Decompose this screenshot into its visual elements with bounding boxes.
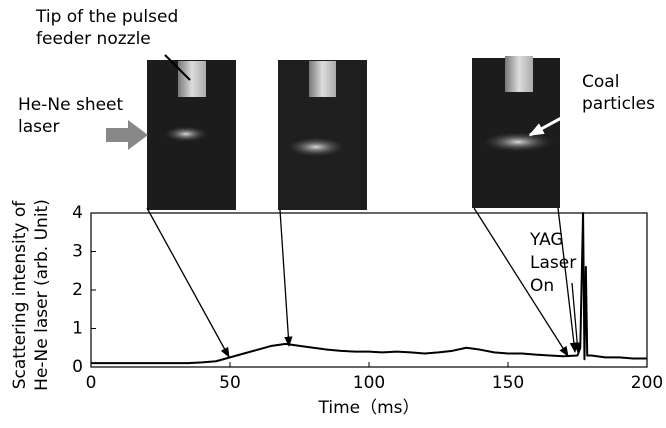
x-axis-title: Time（ms） [317,398,419,418]
annotation: He-Ne sheet [18,95,124,115]
annotation: feeder nozzle [36,29,151,49]
y-tick-label: 1 [72,319,83,339]
annotation: Tip of the pulsed [35,7,178,27]
x-tick-label: 100 [353,373,385,393]
y-tick-label: 3 [72,242,83,262]
plot-frame [90,212,648,368]
annotation: YAG [529,230,564,250]
annotation: Laser [530,253,576,273]
y-tick-label: 0 [72,357,83,377]
y-tick-label: 4 [72,203,83,223]
annotation: laser [18,117,59,137]
y-tick-label: 2 [72,280,83,300]
annotation: On [530,276,554,296]
x-tick-label: 50 [219,373,241,393]
photos [106,54,577,210]
data-line [91,212,647,365]
annotation: particles [582,94,655,114]
y-axis-title: He-Ne laser (arb. Unit) [32,199,52,391]
annotation: Coal [582,72,619,92]
y-axis-title: Scattering intensity of [10,200,30,390]
pointers [146,207,582,358]
x-tick-label: 150 [492,373,524,393]
x-tick-label: 0 [86,373,97,393]
x-tick-label: 200 [631,373,663,393]
